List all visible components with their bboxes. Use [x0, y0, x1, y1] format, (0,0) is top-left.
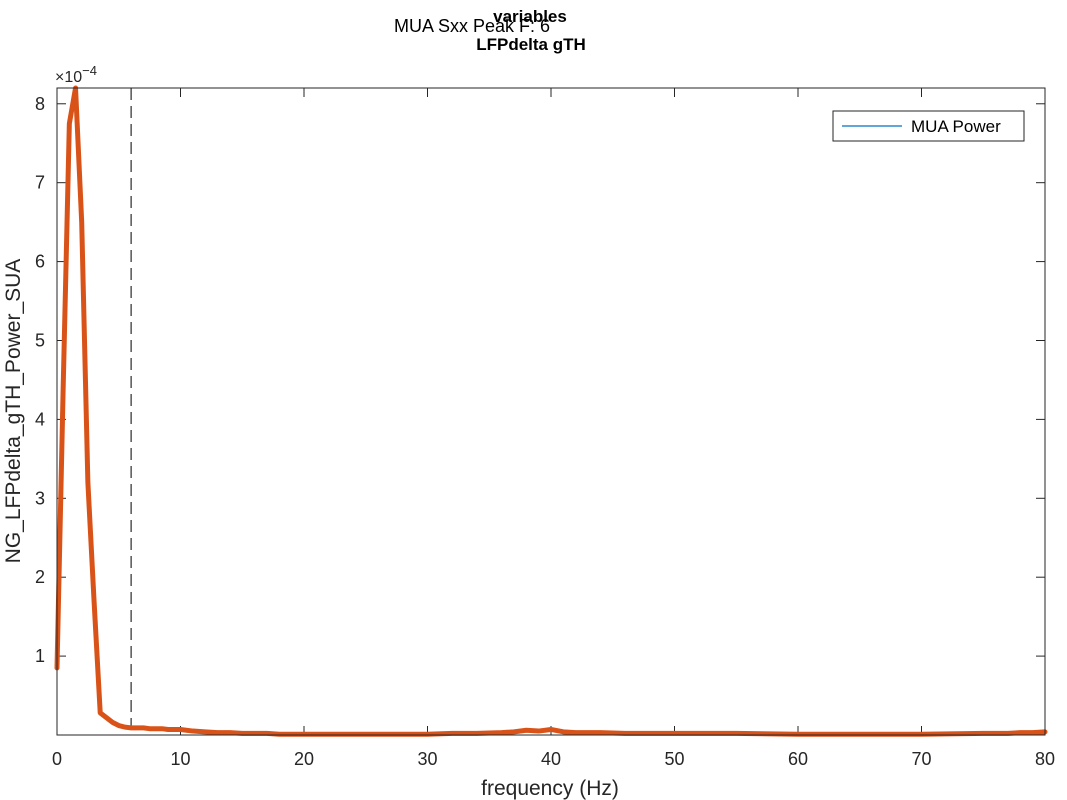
legend: MUA Power	[832, 110, 1025, 142]
y-tick-label: 4	[35, 409, 45, 429]
y-tick-label: 2	[35, 567, 45, 587]
power-series-line	[54, 85, 1048, 737]
title-line-2: MUA Sxx Peak F: 6	[394, 16, 550, 36]
tick-labels: 0 10 20 30 40 50 60 70 80 1 2 3 4 5 6 7 8	[35, 94, 1055, 769]
y-axis-label: NG_LFPdelta_gTH_Power_SUA	[2, 259, 25, 564]
y-tick-label: 6	[35, 252, 45, 272]
y-tick-label: 1	[35, 646, 45, 666]
y-tick-label: 3	[35, 488, 45, 508]
y-tick-label: 8	[35, 94, 45, 114]
title-line-1: variables	[493, 7, 567, 26]
plot-frame	[56, 87, 1046, 736]
y-exponent-label: ×10−4	[55, 63, 97, 86]
title-line-3: LFPdelta gTH	[476, 35, 586, 54]
x-tick-label: 70	[911, 749, 931, 769]
x-tick-label: 20	[294, 749, 314, 769]
x-tick-label: 0	[52, 749, 62, 769]
x-tick-label: 10	[170, 749, 190, 769]
x-tick-label: 50	[664, 749, 684, 769]
x-tick-label: 40	[541, 749, 561, 769]
x-tick-label: 30	[417, 749, 437, 769]
x-tick-label: 60	[788, 749, 808, 769]
y-tick-label: 7	[35, 173, 45, 193]
x-tick-label: 80	[1035, 749, 1055, 769]
x-axis-label: frequency (Hz)	[481, 777, 619, 800]
legend-label: MUA Power	[911, 117, 1001, 136]
y-tick-label: 5	[35, 330, 45, 350]
plot-area	[57, 88, 1045, 735]
